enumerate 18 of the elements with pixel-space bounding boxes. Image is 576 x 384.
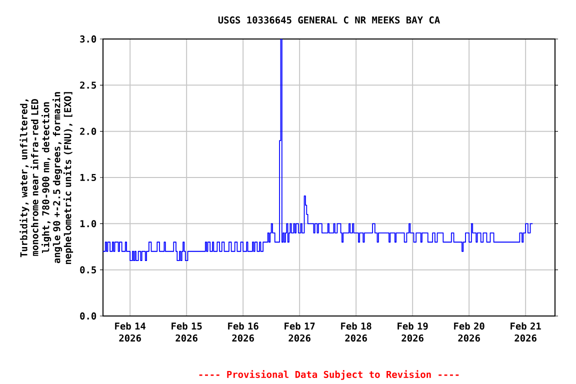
- y-tick-label: 3.0: [80, 35, 96, 43]
- y-tick-label: 0.0: [80, 312, 96, 320]
- text: ---- Provisional Data Subject to Revision ----: [199, 370, 459, 380]
- x-tick-label: Feb 17 2026: [284, 322, 315, 342]
- x-tick-label: Feb 20 2026: [454, 322, 484, 342]
- y-tick-label: 2.5: [80, 82, 96, 89]
- y-tick-label: 0.5: [80, 266, 96, 274]
- x-tick-label: Feb 19 2026: [398, 322, 428, 342]
- x-tick-label: Feb 18 2026: [341, 322, 372, 342]
- y-tick-label: 2.0: [80, 128, 96, 135]
- x-tick-label: Feb 15 2026: [172, 322, 202, 342]
- x-tick-label: Feb 21 2026: [510, 322, 541, 342]
- x-tick-label: Feb 14 2026: [115, 322, 146, 342]
- y-axis-title: Turbidity, water, unfiltered, monochrome near infra-red LED light, 780-900 nm, detection angle 90 +-2.5 degrees, formazin nephelometric units (FNU), [EXO]: [20, 92, 74, 264]
- y-tick-label: 1.5: [80, 174, 96, 182]
- x-tick-label: Feb 16 2026: [228, 322, 258, 342]
- chart-title: USGS 10336645 GENERAL C NR MEEKS BAY CA: [218, 16, 440, 24]
- y-tick-label: 1.0: [80, 220, 96, 228]
